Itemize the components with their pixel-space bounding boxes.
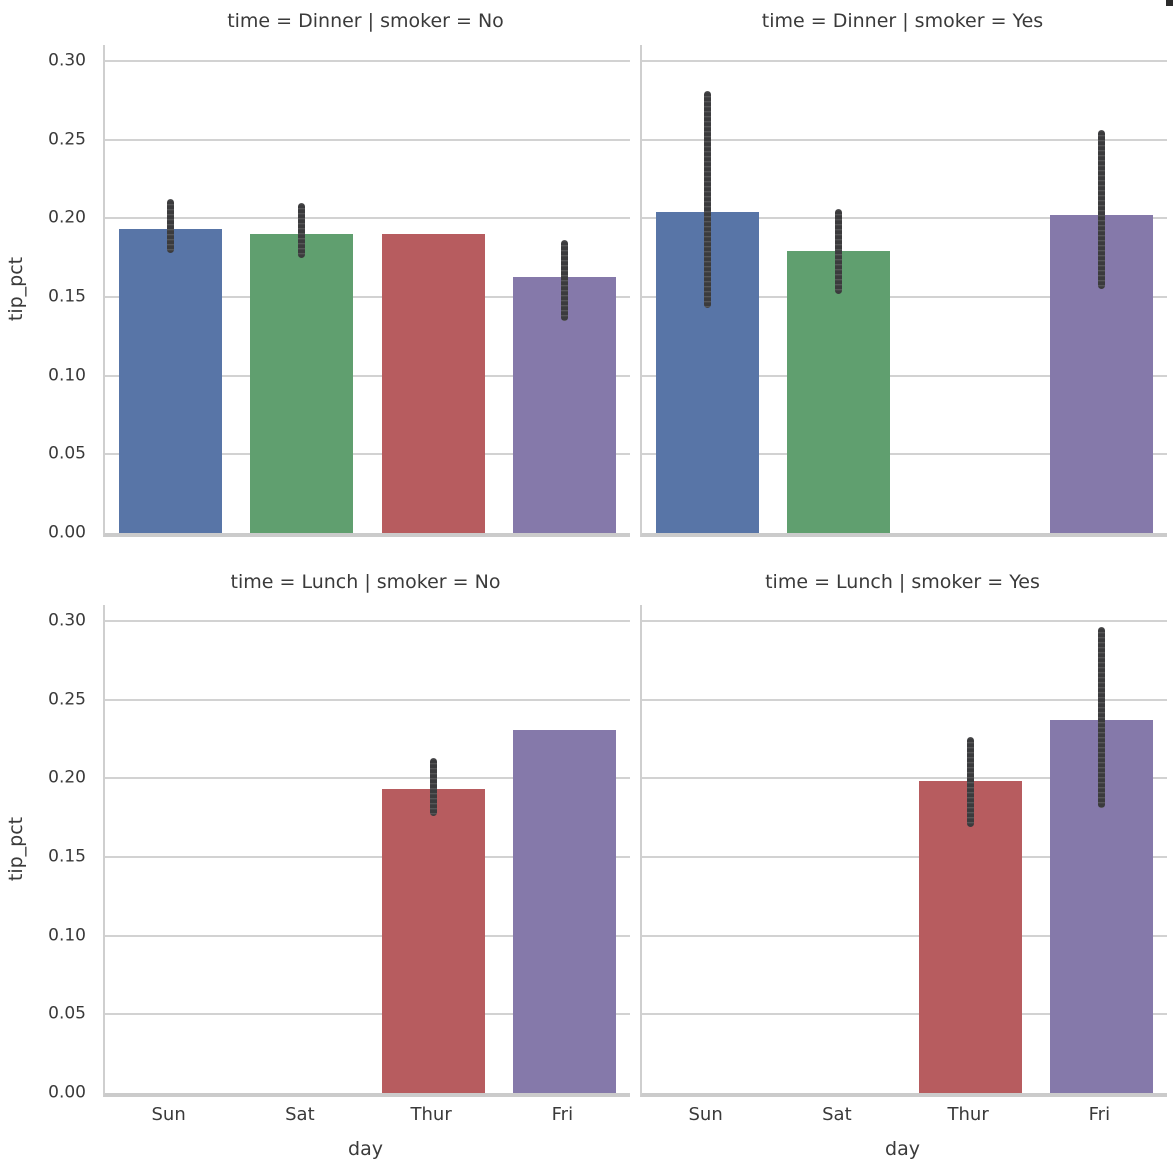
screenshot-artifact <box>1166 0 1173 6</box>
x-axis-label-right: day <box>885 1138 920 1160</box>
gridline <box>105 374 630 377</box>
gridline <box>642 453 1167 456</box>
gridline <box>105 138 630 141</box>
facet-title-dinner-yes: time = Dinner | smoker = Yes <box>761 10 1044 32</box>
x-tick-label-sun: Sun <box>151 1104 186 1125</box>
error-bar-thur <box>429 757 437 817</box>
error-bar-thur <box>966 737 974 828</box>
y-tick-label: 0.10 <box>48 925 86 946</box>
gridline <box>642 60 1167 62</box>
gridline <box>105 1013 630 1016</box>
error-bar-fri <box>1097 130 1105 290</box>
facet-title-dinner-no: time = Dinner | smoker = No <box>227 10 504 32</box>
gridline <box>105 217 630 220</box>
error-bar-sun <box>704 90 712 309</box>
x-axis-ticks-right: Sun Sat Thur Fri <box>640 1104 1165 1136</box>
error-bar-sat <box>298 202 306 258</box>
x-tick-label-fri: Fri <box>1088 1104 1111 1125</box>
y-tick-label: 0.25 <box>48 129 86 150</box>
error-bar-fri <box>560 240 568 321</box>
x-axis-ticks-left: Sun Sat Thur Fri <box>103 1104 628 1136</box>
error-bar-sat <box>835 208 843 294</box>
y-tick-label: 0.00 <box>48 522 86 543</box>
gridline <box>642 934 1167 937</box>
y-axis-label-bottom: tip_pct <box>5 816 27 882</box>
y-tick-label: 0.30 <box>48 610 86 631</box>
y-tick-label: 0.30 <box>48 50 86 71</box>
y-tick-label: 0.15 <box>48 286 86 307</box>
x-tick-label-fri: Fri <box>551 1104 574 1125</box>
facet-title-lunch-yes: time = Lunch | smoker = Yes <box>765 571 1040 593</box>
gridline <box>105 453 630 456</box>
gridline <box>105 777 630 780</box>
gridline <box>642 698 1167 701</box>
gridline <box>105 698 630 701</box>
gridline <box>642 374 1167 377</box>
x-tick-label-sat: Sat <box>822 1104 852 1125</box>
y-axis-label-top: tip_pct <box>5 256 27 322</box>
y-tick-label: 0.10 <box>48 365 86 386</box>
gridline <box>642 296 1167 298</box>
x-tick-label-sun: Sun <box>688 1104 723 1125</box>
y-axis-ticks-bottom: 0.00 0.05 0.10 0.15 0.20 0.25 0.30 <box>0 605 96 1101</box>
bar-sat <box>250 234 354 533</box>
facet-panel-lunch-yes <box>640 605 1167 1097</box>
x-axis-label-left: day <box>348 1138 383 1160</box>
x-tick-label-thur: Thur <box>410 1104 452 1125</box>
gridline <box>642 217 1167 220</box>
gridline <box>642 620 1167 622</box>
y-tick-label: 0.20 <box>48 767 86 788</box>
y-axis-ticks-top: 0.00 0.05 0.10 0.15 0.20 0.25 0.30 <box>0 45 96 541</box>
gridline <box>105 856 630 858</box>
x-tick-label-sat: Sat <box>285 1104 315 1125</box>
gridline <box>105 934 630 937</box>
y-tick-label: 0.05 <box>48 1003 86 1024</box>
y-tick-label: 0.25 <box>48 689 86 710</box>
y-tick-label: 0.05 <box>48 443 86 464</box>
x-tick-label-thur: Thur <box>947 1104 989 1125</box>
bar-thur <box>381 234 485 533</box>
bar-thur <box>918 781 1022 1093</box>
gridline <box>642 1013 1167 1016</box>
error-bar-fri <box>1097 627 1105 809</box>
bar-thur <box>381 789 485 1093</box>
facet-panel-lunch-no <box>103 605 630 1097</box>
error-bar-sun <box>167 199 175 253</box>
gridline <box>105 296 630 298</box>
bar-fri <box>512 729 616 1093</box>
gridline <box>642 138 1167 141</box>
y-tick-label: 0.00 <box>48 1082 86 1103</box>
facet-title-lunch-no: time = Lunch | smoker = No <box>230 571 501 593</box>
gridline <box>105 60 630 62</box>
facet-panel-dinner-no <box>103 45 630 537</box>
gridline <box>642 777 1167 780</box>
gridline <box>105 620 630 622</box>
bar-sat <box>787 251 891 533</box>
y-tick-label: 0.20 <box>48 207 86 228</box>
gridline <box>642 856 1167 858</box>
facet-panel-dinner-yes <box>640 45 1167 537</box>
y-tick-label: 0.15 <box>48 846 86 867</box>
bar-sun <box>119 229 223 533</box>
